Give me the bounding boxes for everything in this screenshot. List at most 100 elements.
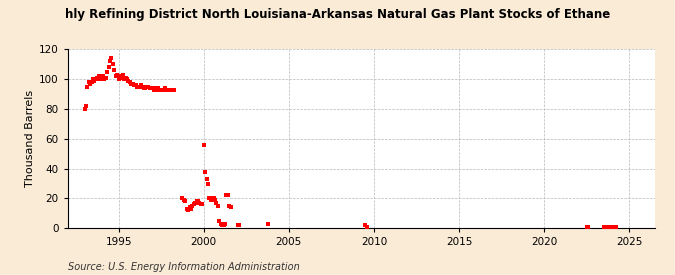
Point — [123, 79, 134, 83]
Point — [133, 84, 144, 89]
Point — [182, 207, 192, 211]
Point — [224, 204, 235, 208]
Point — [110, 74, 121, 78]
Point — [97, 74, 108, 78]
Point — [144, 86, 155, 90]
Point — [92, 76, 103, 80]
Point — [194, 201, 205, 205]
Point — [80, 104, 91, 108]
Point — [138, 86, 149, 90]
Point — [132, 84, 142, 89]
Point — [187, 204, 198, 208]
Point — [103, 65, 114, 70]
Point — [599, 225, 610, 229]
Point — [262, 222, 273, 226]
Point — [360, 223, 371, 227]
Point — [215, 222, 226, 226]
Point — [204, 196, 215, 201]
Point — [164, 87, 175, 92]
Point — [156, 87, 167, 92]
Point — [207, 196, 217, 201]
Point — [93, 74, 104, 78]
Point — [608, 225, 619, 229]
Text: Source: U.S. Energy Information Administration: Source: U.S. Energy Information Administ… — [68, 262, 299, 272]
Point — [99, 77, 110, 81]
Point — [161, 87, 172, 92]
Point — [604, 225, 615, 229]
Point — [184, 205, 195, 210]
Point — [136, 83, 146, 87]
Point — [598, 225, 609, 229]
Point — [218, 223, 229, 227]
Point — [611, 225, 622, 229]
Point — [601, 225, 612, 229]
Point — [190, 201, 200, 205]
Point — [223, 193, 234, 198]
Point — [205, 198, 216, 202]
Point — [130, 83, 141, 87]
Point — [178, 198, 189, 202]
Point — [157, 87, 168, 92]
Point — [202, 182, 213, 186]
Point — [214, 219, 225, 223]
Point — [160, 86, 171, 90]
Point — [143, 84, 154, 89]
Point — [155, 87, 165, 92]
Point — [115, 76, 126, 80]
Point — [208, 196, 219, 201]
Point — [101, 76, 111, 80]
Point — [159, 87, 169, 92]
Point — [150, 87, 161, 92]
Point — [125, 80, 136, 84]
Point — [148, 87, 159, 92]
Point — [603, 225, 614, 229]
Point — [217, 223, 227, 227]
Point — [142, 84, 153, 89]
Point — [198, 143, 209, 147]
Point — [232, 223, 243, 227]
Point — [607, 225, 618, 229]
Point — [165, 87, 176, 92]
Point — [610, 225, 620, 229]
Point — [122, 77, 132, 81]
Point — [128, 82, 138, 86]
Point — [102, 70, 113, 74]
Point — [361, 225, 372, 229]
Point — [605, 225, 616, 229]
Point — [192, 199, 203, 204]
Point — [79, 107, 90, 111]
Point — [183, 208, 194, 213]
Point — [82, 84, 93, 89]
Point — [191, 199, 202, 204]
Point — [126, 82, 137, 86]
Point — [163, 87, 173, 92]
Point — [88, 77, 99, 81]
Point — [169, 87, 180, 92]
Point — [84, 80, 95, 84]
Point — [234, 223, 244, 227]
Point — [213, 204, 223, 208]
Point — [151, 86, 162, 90]
Point — [120, 76, 131, 80]
Point — [129, 83, 140, 87]
Point — [116, 74, 127, 78]
Point — [119, 77, 130, 81]
Point — [219, 222, 230, 226]
Point — [134, 84, 145, 89]
Point — [107, 62, 118, 67]
Point — [153, 86, 163, 90]
Point — [89, 79, 100, 83]
Point — [96, 77, 107, 81]
Point — [221, 193, 232, 198]
Point — [113, 77, 124, 81]
Point — [105, 59, 115, 64]
Text: hly Refining District North Louisiana-Arkansas Natural Gas Plant Stocks of Ethan: hly Refining District North Louisiana-Ar… — [65, 8, 610, 21]
Point — [106, 56, 117, 60]
Point — [85, 82, 96, 86]
Point — [195, 202, 206, 207]
Point — [225, 205, 236, 210]
Point — [167, 87, 178, 92]
Point — [210, 198, 221, 202]
Point — [186, 207, 196, 211]
Point — [197, 202, 208, 207]
